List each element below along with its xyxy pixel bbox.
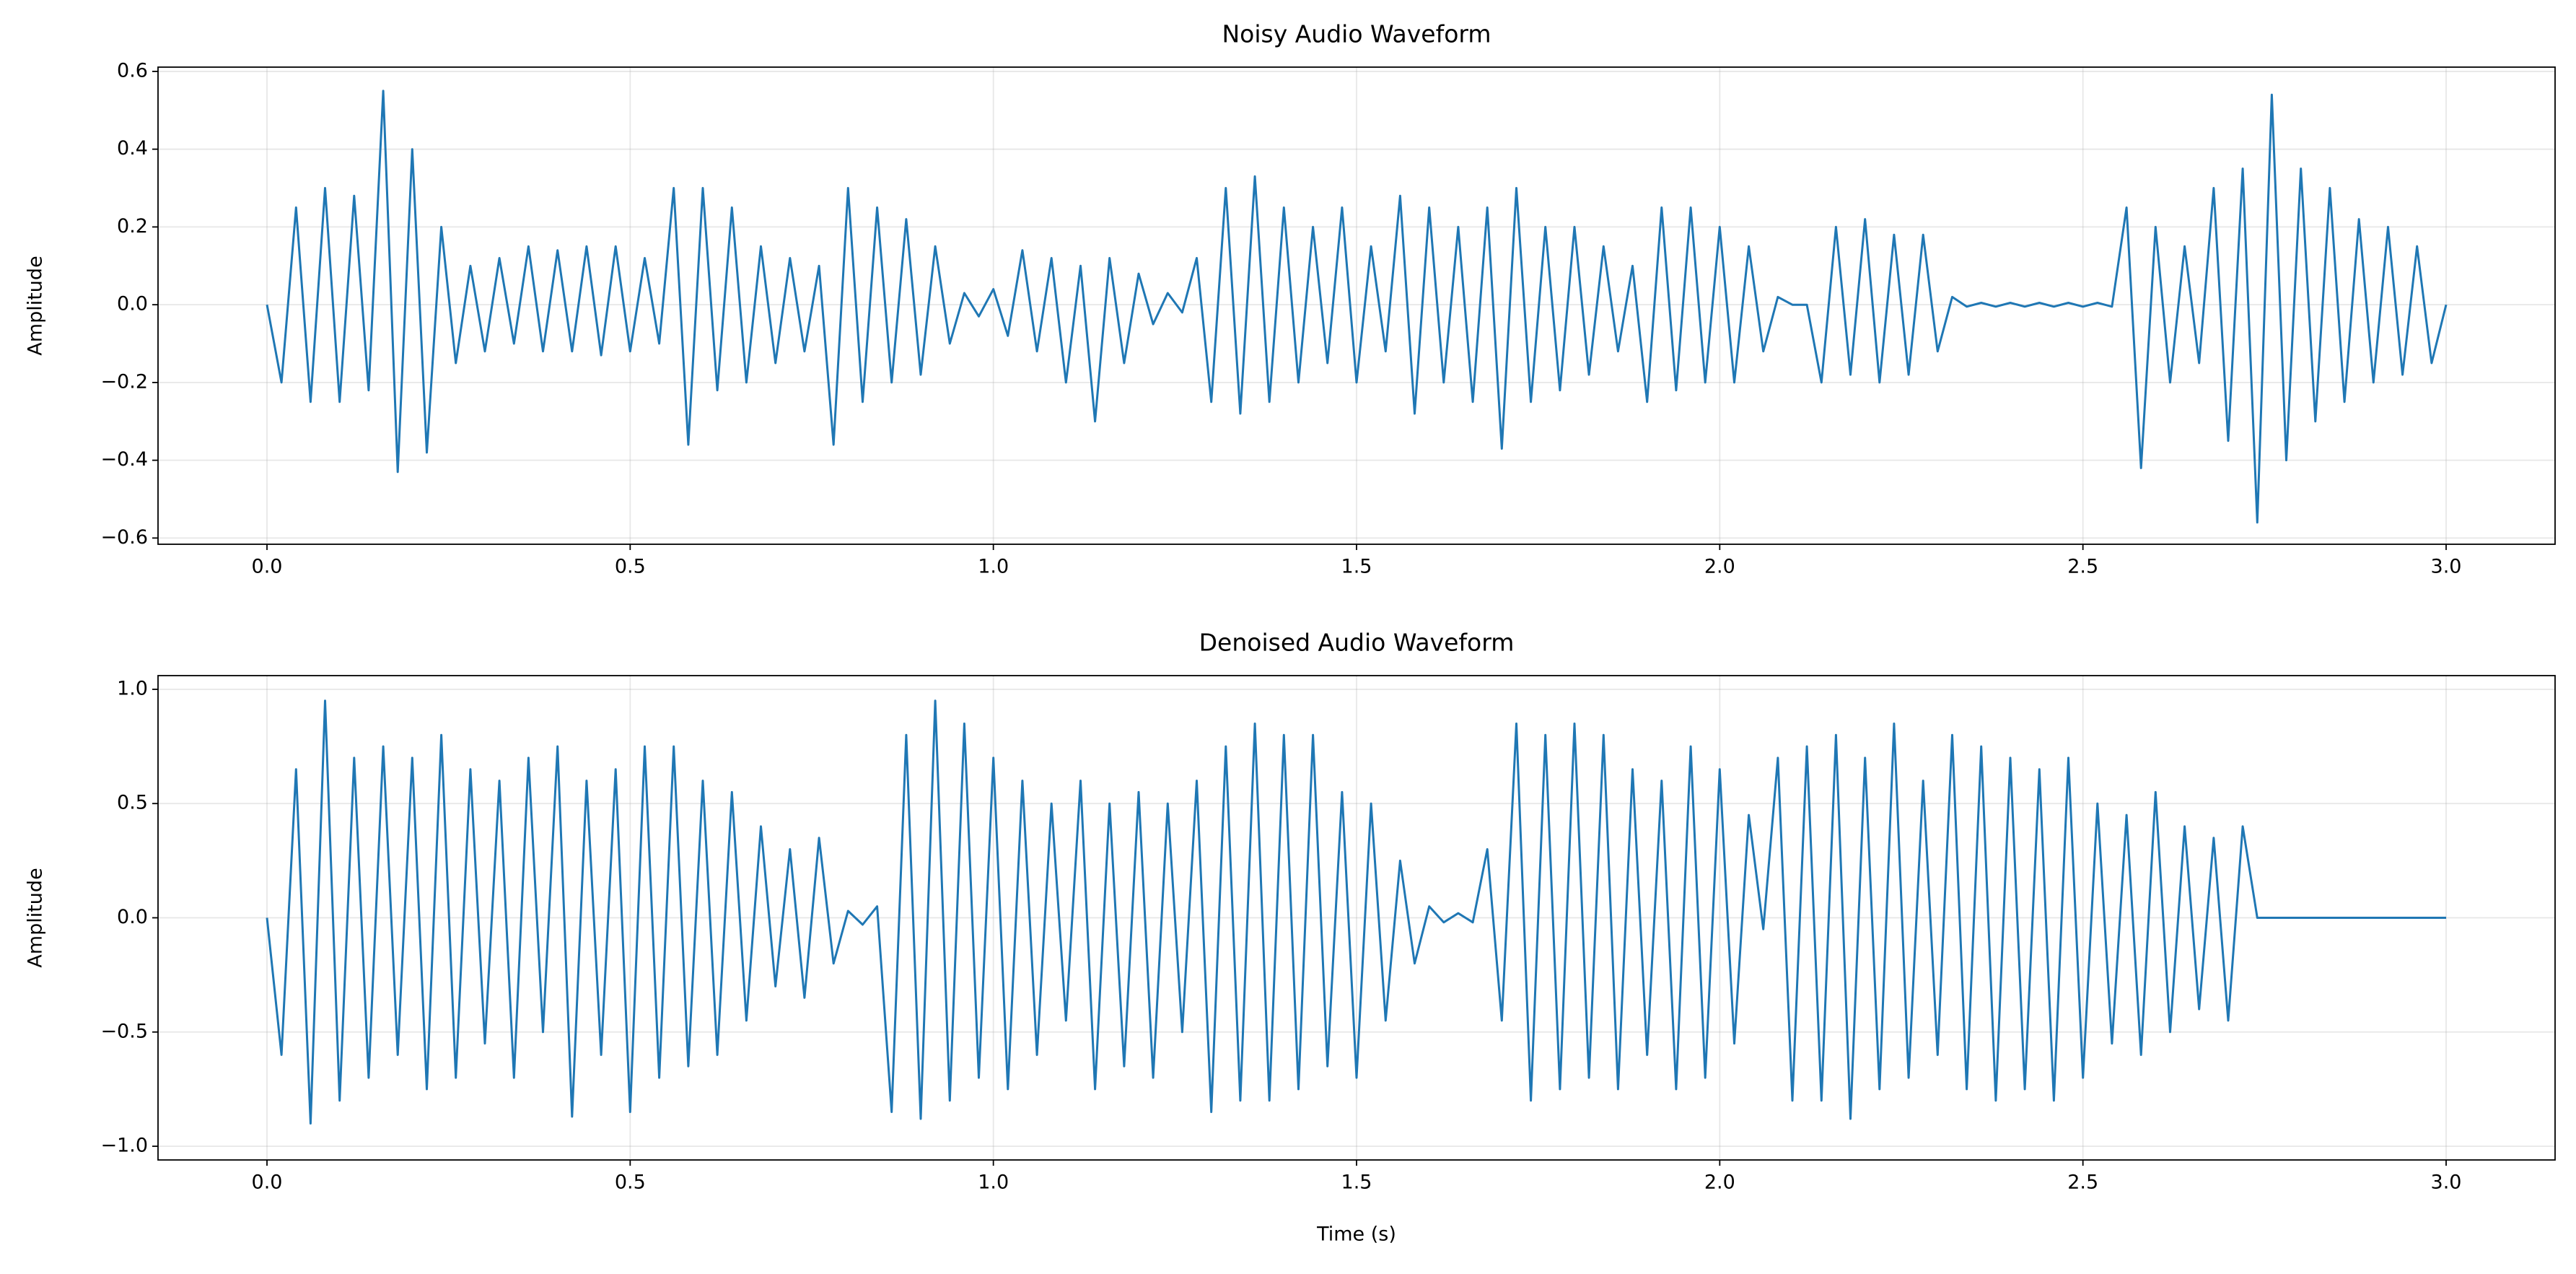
- y-tick-label: −0.2: [100, 370, 148, 393]
- chart-title: Denoised Audio Waveform: [1199, 629, 1515, 657]
- waveform-line: [266, 90, 2448, 524]
- x-tick-label: 2.5: [2067, 1172, 2098, 1194]
- x-tick-label: 0.0: [252, 1172, 283, 1194]
- x-tick-label: 1.0: [978, 1172, 1009, 1194]
- x-tick-label: 2.0: [1704, 1172, 1735, 1194]
- x-tick-label: 1.5: [1341, 556, 1372, 578]
- y-tick-label: 0.6: [117, 59, 148, 82]
- chart-title: Noisy Audio Waveform: [1222, 20, 1491, 48]
- y-tick-label: 0.2: [117, 215, 148, 237]
- y-axis-label: Amplitude: [25, 868, 47, 967]
- y-tick-label: 0.0: [117, 906, 148, 928]
- waveform-line: [266, 699, 2446, 1125]
- y-tick-label: 0.4: [117, 137, 148, 160]
- x-tick-label: 2.5: [2067, 556, 2098, 578]
- axes-frame: [157, 66, 2556, 545]
- y-axis-label: Amplitude: [25, 256, 47, 355]
- y-tick-label: −0.5: [100, 1020, 148, 1042]
- axes-frame: [157, 675, 2556, 1161]
- y-tick-label: −0.4: [100, 448, 148, 471]
- x-tick-label: 0.0: [252, 556, 283, 578]
- y-tick-label: 0.5: [117, 792, 148, 814]
- x-tick-label: 0.5: [615, 1172, 646, 1194]
- y-tick-label: 1.0: [117, 677, 148, 699]
- x-tick-label: 3.0: [2431, 1172, 2462, 1194]
- y-tick-label: −1.0: [100, 1135, 148, 1157]
- x-tick-label: 1.5: [1341, 1172, 1372, 1194]
- y-tick-label: −0.6: [100, 526, 148, 549]
- x-tick-label: 2.0: [1704, 556, 1735, 578]
- y-tick-label: 0.0: [117, 293, 148, 315]
- x-axis-label: Time (s): [1316, 1223, 1396, 1246]
- x-tick-label: 0.5: [615, 556, 646, 578]
- x-tick-label: 1.0: [978, 556, 1009, 578]
- x-tick-label: 3.0: [2431, 556, 2462, 578]
